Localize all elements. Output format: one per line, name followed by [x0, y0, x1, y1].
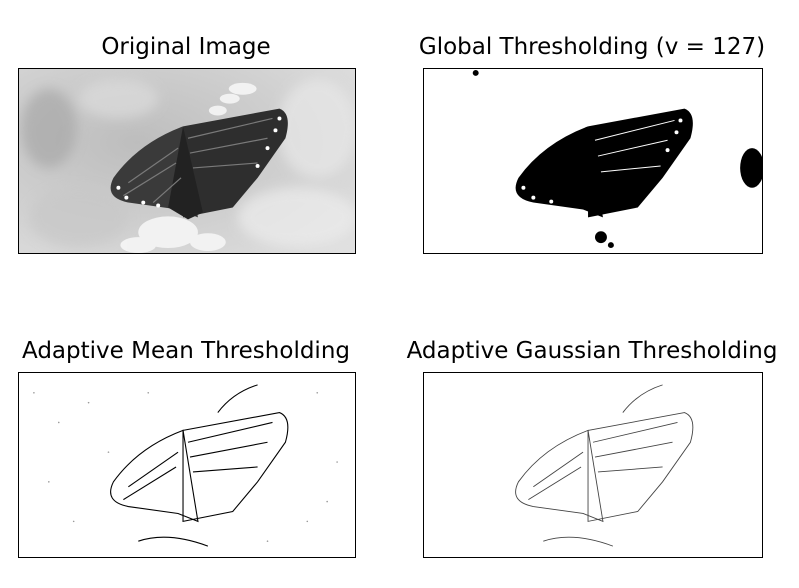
original-image	[18, 68, 356, 254]
adaptive-mean-image	[18, 372, 356, 558]
panel-title-original: Original Image	[101, 34, 271, 60]
panel-title-adaptive-gaussian: Adaptive Gaussian Thresholding	[406, 338, 778, 364]
original-image-svg	[19, 69, 355, 253]
global-threshold-image	[423, 68, 763, 254]
panel-title-adaptive-mean: Adaptive Mean Thresholding	[22, 338, 350, 364]
adaptive-gaussian-image	[423, 372, 763, 558]
adaptive-gaussian-svg	[424, 373, 762, 557]
panel-title-global: Global Thresholding (v = 127)	[418, 34, 766, 60]
butterfly-shape-original	[110, 108, 288, 220]
global-threshold-svg	[424, 69, 762, 253]
adaptive-mean-svg	[19, 373, 355, 557]
